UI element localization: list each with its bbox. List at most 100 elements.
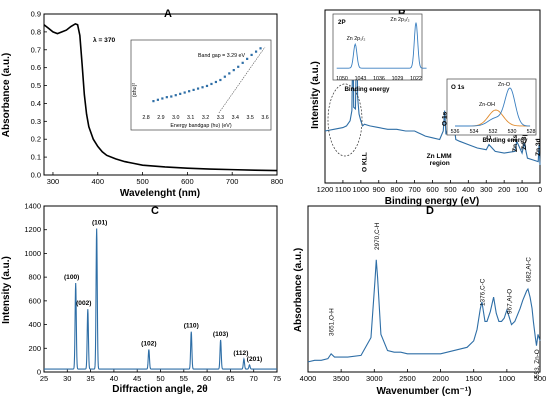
panel-b-x-tick-label: 400	[462, 185, 475, 194]
panel-d-letter: D	[426, 205, 434, 217]
panel-a-inset-x-label: Energy bandgap (hυ) (eV)	[170, 123, 231, 129]
panel-c-peak-labels: (100) (002) (101) (102) (110) (103) (112)(201)	[64, 220, 262, 363]
panel-c-y-tick-label: 400	[28, 320, 41, 329]
panel-c-y-ticks: 0 200 400 600 800 1000 1200 1400	[24, 202, 47, 377]
panel-b-inset-2p-x-ticks: 1050 1043 1036 1029 1022	[336, 76, 422, 82]
panel-a: A 0.00.10.20.30.40.50.60.70.80.9 300 400 5…	[1, 8, 283, 199]
panel-b: B 12001100100090080070060050040030020010…	[310, 8, 542, 207]
panel-b-inset-o1s-x-tick-label: 528	[527, 129, 536, 135]
panel-b-inset-o1s-title: O 1s	[451, 84, 465, 91]
panel-d-x-tick-label: 1500	[465, 374, 482, 383]
panel-d-y-axis-title: Absorbance (a.u.)	[293, 248, 304, 332]
panel-b-inset-2p-peak-1: Zn 2p₁/₂	[347, 36, 366, 42]
panel-b-inset-2p-x-tick-label: 1043	[355, 76, 367, 82]
panel-c-peak-label: (102)	[141, 340, 156, 347]
panel-b-x-tick-label: 800	[390, 185, 403, 194]
panel-a-x-tick-label: 400	[92, 177, 105, 186]
panel-b-peak-label: Zn 3p	[521, 132, 528, 150]
panel-a-inset-point	[205, 84, 209, 88]
panel-c-peak-label: (100)	[64, 274, 79, 281]
panel-a-inset-x-tick-label: 3.1	[187, 115, 194, 121]
panel-a-inset-point	[174, 94, 177, 97]
panel-a-inset-point	[188, 90, 191, 93]
panel-b-peak-label: Zn 3s	[512, 134, 519, 152]
panel-c-x-tick-label: 70	[250, 374, 258, 383]
panel-b-peak-label: region	[430, 160, 450, 167]
panel-a-inset-point	[246, 57, 249, 60]
panel-b-inset-o1s-x-ticks: 536 534 532 530 528	[451, 129, 536, 135]
panel-b-inset-2p-frame	[332, 13, 423, 81]
panel-b-peak-label: O KLL	[361, 152, 368, 172]
panel-a-y-tick-label: 0.2	[31, 135, 41, 144]
panel-b-x-tick-label: 600	[426, 185, 439, 194]
panel-b-inset-o1s-x-label: Binding energy	[482, 137, 528, 144]
panel-a-y-ticks: 0.0 0.1 0.2 0.3 0.4 0.5 0.6 0.7 0.8 0.9	[31, 10, 47, 180]
panel-c-peak-label: (112)	[233, 350, 248, 357]
panel-a-inset-point	[223, 75, 226, 78]
panel-c-x-tick-label: 45	[133, 374, 141, 383]
panel-c-y-tick-label: 1200	[24, 225, 41, 234]
panel-a-inset-x-tick-label: 2.8	[142, 115, 149, 121]
panel-a-inset-point	[170, 95, 173, 98]
panel-c-x-axis-title: Diffraction angle, 2θ	[112, 384, 207, 395]
panel-d-x-tick-label: 500	[534, 374, 547, 383]
panel-c-x-ticks: 25 30 35 40 45 50 55 60 65 70 75	[40, 369, 281, 383]
panel-c-x-tick-label: 40	[110, 374, 118, 383]
panel-b-x-tick-label: 100	[516, 185, 529, 194]
panel-c-x-tick-label: 35	[86, 374, 94, 383]
panel-b-x-tick-label: 900	[372, 185, 385, 194]
panel-b-inset-o1s-x-tick-label: 534	[470, 129, 479, 135]
panel-b-x-tick-label: 300	[480, 185, 493, 194]
panel-a-inset-points	[152, 47, 262, 103]
panel-d-x-ticks: 4000 3500 3000 2500 2000 1500 1000 500	[300, 369, 547, 383]
panel-a-inset-tangent	[218, 46, 266, 114]
panel-c-y-tick-label: 1000	[24, 249, 41, 258]
panel-c-x-tick-label: 25	[40, 374, 48, 383]
panel-d-band-label: 1376,C-C	[479, 278, 486, 306]
panel-a-absorbance-curve	[43, 22, 278, 172]
panel-c-y-tick-label: 600	[28, 296, 41, 305]
panel-a-inset-x-tick-label: 3.0	[172, 115, 179, 121]
panel-a-inset-point	[165, 96, 168, 99]
panel-a-y-tick-label: 0.6	[31, 63, 41, 72]
panel-a-inset-x-tick-label: 3.2	[202, 115, 209, 121]
panel-d-band-label: 3651,O-H	[329, 308, 336, 336]
panel-b-inset-o1s-peak-2: Zn-O	[498, 82, 510, 88]
panel-c-x-tick-label: 30	[63, 374, 71, 383]
panel-c-y-tick-label: 800	[28, 273, 41, 282]
panel-b-x-tick-label: 700	[408, 185, 421, 194]
panel-a-y-axis-title: Absorbance (a.u.)	[1, 53, 12, 137]
panel-c-y-axis-title: Intensity (a.u.)	[1, 256, 12, 324]
panel-a-plot-frame	[43, 13, 278, 176]
panel-b-inset-o1s-peak-1: Zn-OH	[479, 102, 495, 108]
panel-c-peak-label: (002)	[76, 300, 91, 307]
panel-b-x-ticks: 1200 1100 1000 900 800 700 600 500 400 300 200 100 0	[317, 180, 542, 194]
panel-a-inset-point	[179, 92, 182, 95]
panel-b-inset-2p-curve	[336, 22, 427, 69]
panel-a-inset-point	[241, 61, 244, 64]
panel-a-inset-frame	[130, 39, 272, 131]
panel-a-y-tick-label: 0.4	[31, 99, 41, 108]
panel-d-band-label: 682,Al-C	[525, 257, 532, 282]
panel-c-x-tick-label: 65	[226, 374, 234, 383]
panel-d-x-axis-title: Wavenumber (cm⁻¹)	[377, 386, 472, 397]
panel-b-inset-o1s: O 1s Zn-OH Zn-O 536 534 532 530 528 Binding …	[446, 78, 537, 144]
panel-b-highlight-ellipse	[327, 83, 363, 157]
panel-a-y-tick-label: 0.7	[31, 45, 41, 54]
panel-d-band-label: 967,Al-O	[507, 289, 514, 314]
panel-b-x-tick-label: 1200	[317, 185, 334, 194]
panel-a-peak-label: λ = 370	[93, 36, 116, 44]
panel-c-y-tick-label: 200	[28, 344, 41, 353]
panel-a-inset-point	[254, 50, 258, 53]
panel-b-x-axis-title: Binding energy (eV)	[385, 196, 479, 207]
panel-b-inset-2p-peak-2: Zn 2p₃/₂	[390, 17, 409, 23]
panel-c-plot-frame	[43, 205, 278, 373]
panel-b-x-tick-label: 200	[498, 185, 511, 194]
panel-d-x-tick-label: 4000	[300, 374, 317, 383]
panel-a-inset-point	[152, 100, 155, 103]
panel-b-x-tick-label: 500	[444, 185, 457, 194]
panel-a-inset-point	[259, 47, 262, 50]
panel-a-x-ticks: 300 400 500 600 700 800	[47, 172, 283, 186]
panel-d-x-tick-label: 2000	[432, 374, 449, 383]
